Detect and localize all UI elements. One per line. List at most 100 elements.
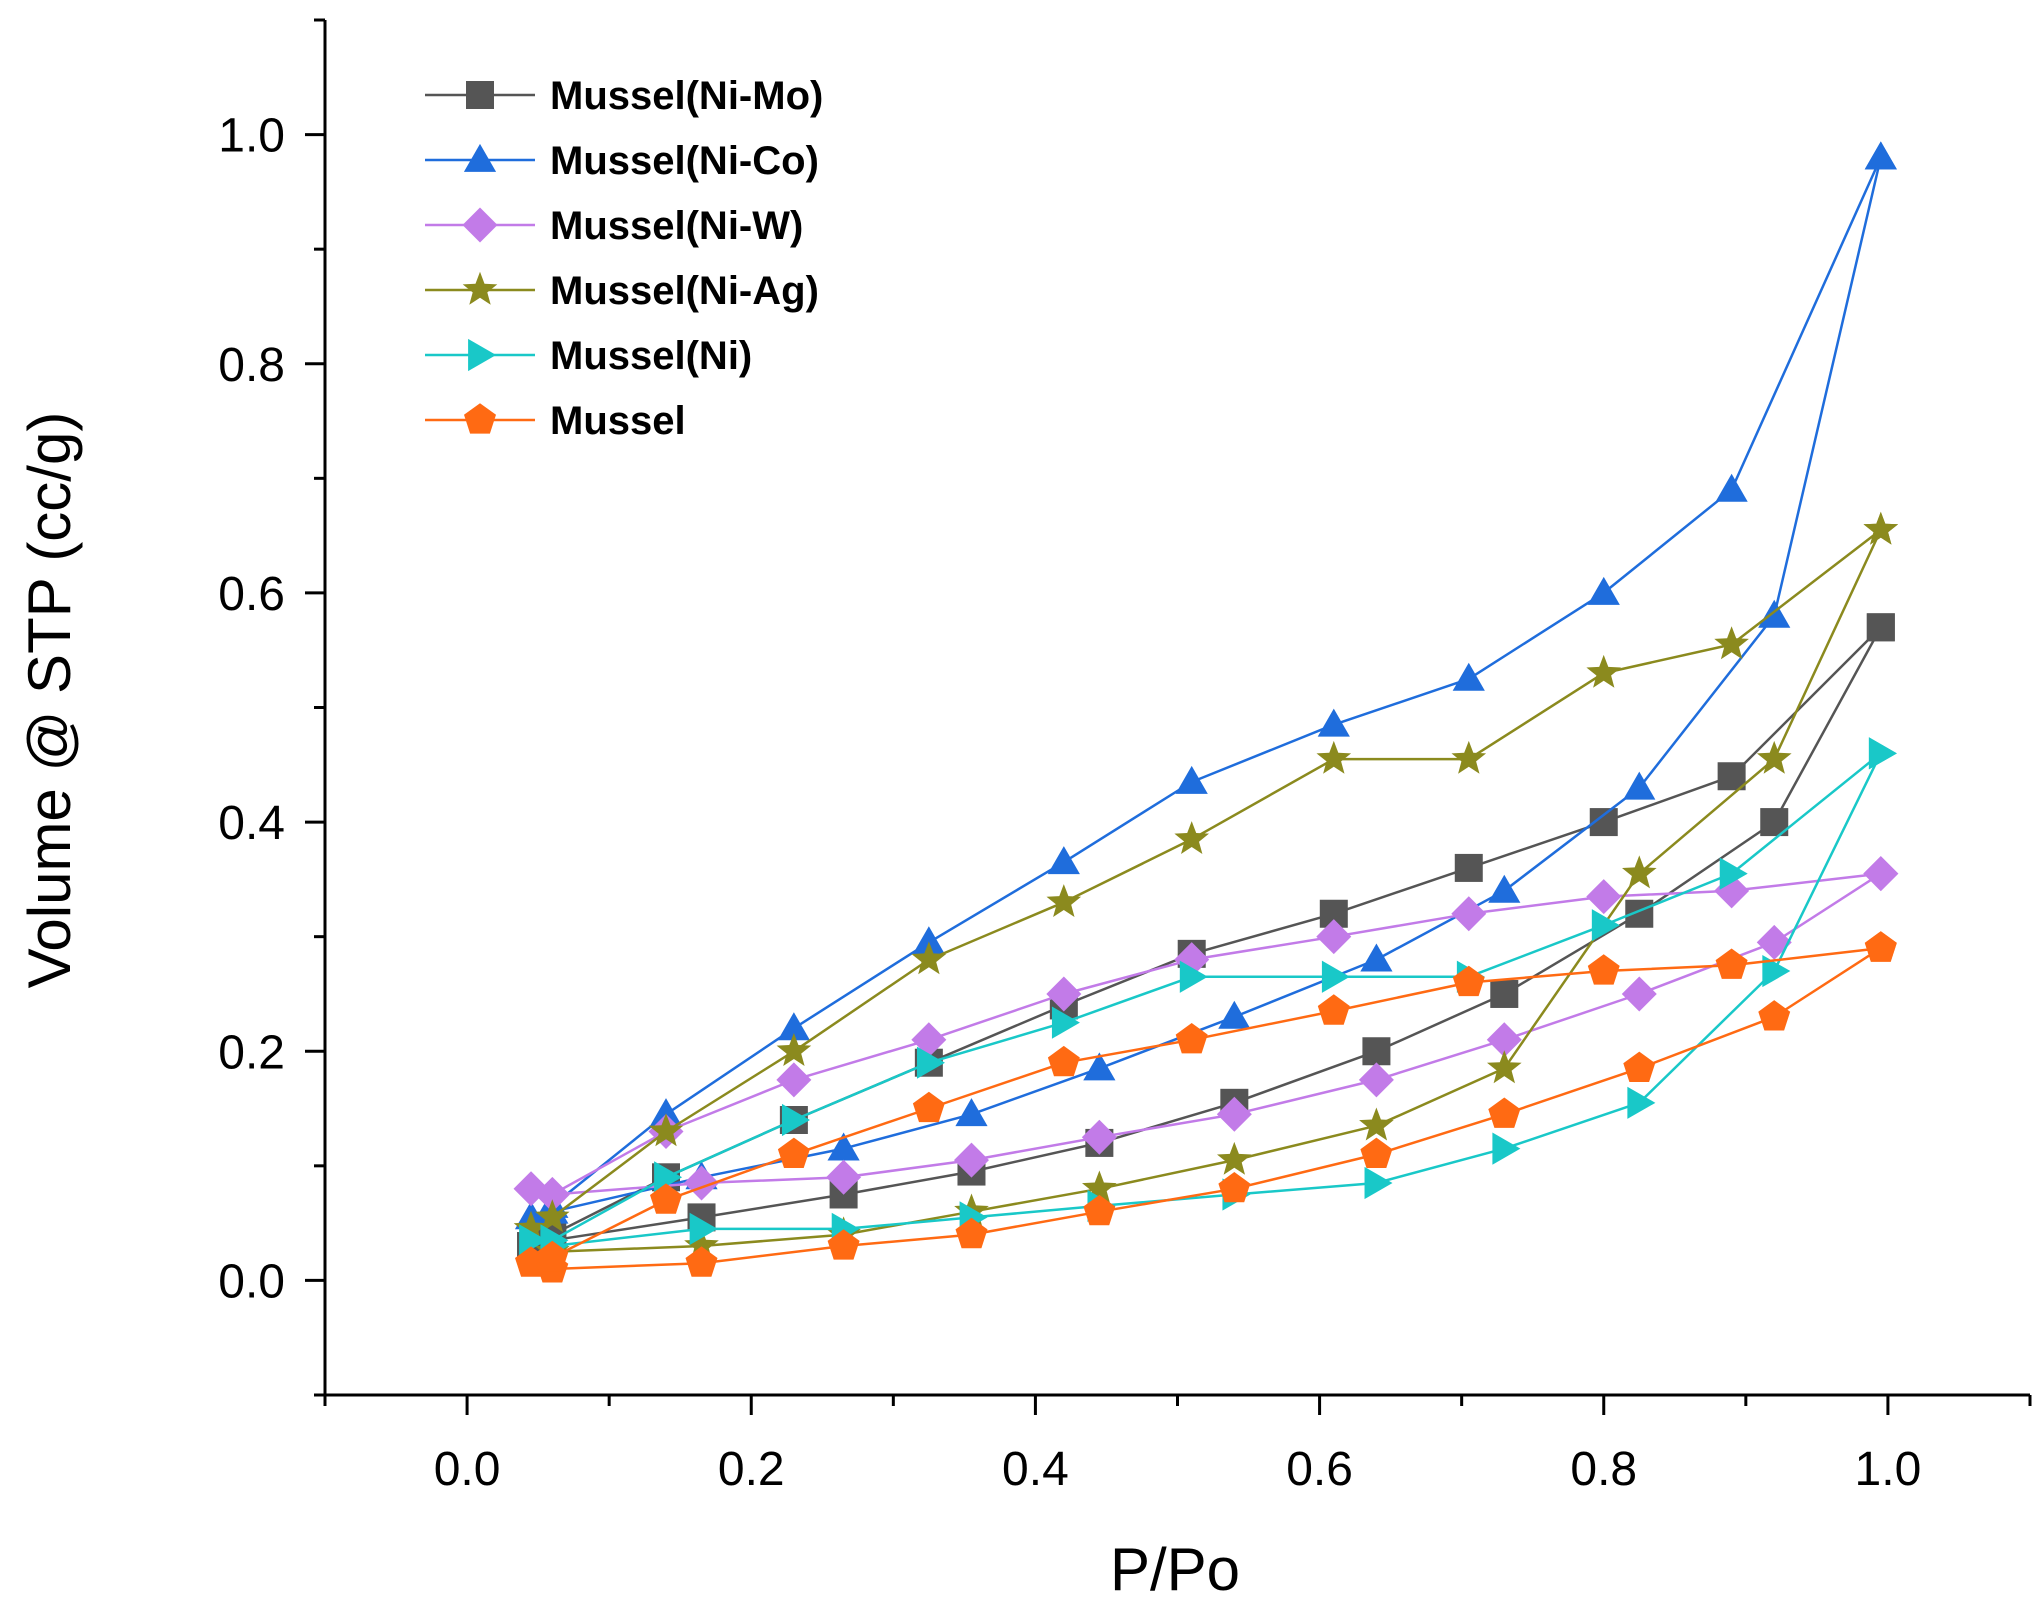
- legend-label: Mussel(Ni-Ag): [550, 269, 819, 313]
- mussel-ni-ag-desorption-point: [1451, 740, 1487, 774]
- mussel-ni-co-desorption-point: [777, 1012, 810, 1041]
- mussel-ni-desorption-point: [1868, 737, 1897, 770]
- mussel-ni-adsorption-point: [1364, 1166, 1393, 1200]
- x-tick-label: 0.6: [1286, 1443, 1353, 1496]
- mussel-ni-ag-adsorption-point: [1756, 740, 1792, 774]
- mussel-desorption-point: [1864, 931, 1897, 962]
- mussel-adsorption-point: [1488, 1097, 1521, 1128]
- mussel-desorption-point: [1047, 1045, 1080, 1077]
- x-tick-label: 0.0: [434, 1443, 501, 1496]
- mussel-ni-ag-desorption-point: [1174, 821, 1209, 854]
- mussel-ni-co-desorption-point: [1452, 662, 1485, 691]
- mussel-ni-desorption-point: [1719, 857, 1748, 890]
- y-tick-label: 0.6: [218, 568, 285, 621]
- mussel-adsorption-point: [1623, 1051, 1656, 1082]
- mussel-adsorption-point: [827, 1229, 860, 1260]
- mussel-ni-co-adsorption-point: [1218, 1000, 1251, 1029]
- mussel-ni-co-adsorption-point: [1758, 599, 1791, 628]
- mussel-adsorption-point: [1360, 1137, 1393, 1168]
- mussel-ni-co-desorption-point: [912, 926, 945, 955]
- mussel-ni-ag-desorption-point: [648, 1113, 684, 1147]
- mussel-ni-mo-desorption-point: [1717, 762, 1746, 791]
- mussel-ni-co-adsorption-point: [827, 1132, 860, 1161]
- y-axis-title: Volume @ STP (cc/g): [16, 412, 83, 989]
- mussel-ni-adsorption-point: [689, 1212, 718, 1245]
- mussel-ni-co-adsorption-point: [1083, 1052, 1116, 1081]
- mussel-ni-desorption-point: [781, 1103, 810, 1137]
- mussel-ni-ag-desorption-point: [535, 1199, 570, 1233]
- mussel-ni-ag-adsorption-point: [513, 1210, 549, 1244]
- mussel-ni-mo-desorption-point: [1866, 613, 1895, 642]
- mussel-desorption-point: [1317, 994, 1350, 1025]
- legend-marker: [468, 338, 497, 372]
- mussel-desorption-point: [777, 1137, 810, 1168]
- mussel-ni-desorption-point: [654, 1161, 683, 1194]
- mussel-ni-ag-desorption-point: [1714, 626, 1749, 660]
- mussel-ni-adsorption-point: [519, 1224, 548, 1257]
- mussel-ni-w-desorption-point: [1586, 879, 1622, 915]
- mussel-desorption-point: [1175, 1023, 1208, 1054]
- legend-label: Mussel: [550, 399, 686, 443]
- axes: 0.0 0.2 0.4 0.6 0.8 1.0 0.0 0.2 0.4 0.6 0.8 1.0: [218, 18, 2032, 1496]
- mussel-ni-adsorption-point: [1762, 954, 1791, 988]
- mussel-ni-desorption-point: [1591, 909, 1620, 942]
- x-tick-label: 0.8: [1570, 1443, 1637, 1496]
- legend-marker: [462, 207, 498, 243]
- mussel-ni-w-desorption-point: [534, 1176, 570, 1212]
- mussel-ni-adsorption-point: [1627, 1086, 1656, 1119]
- legend-item-mussel: Mussel: [425, 399, 686, 443]
- mussel-ni-ag-adsorption-point: [1217, 1141, 1252, 1175]
- legend-item-mussel-ni: Mussel(Ni): [425, 334, 752, 378]
- mussel-ni-w-desorption-point: [1863, 856, 1899, 892]
- mussel-desorption-point: [912, 1091, 945, 1123]
- mussel-ni-co-adsorption-point: [955, 1098, 988, 1127]
- mussel-desorption-point: [1452, 965, 1485, 997]
- y-tick-label: 0.2: [218, 1026, 285, 1079]
- legend-label: Mussel(Ni): [550, 334, 752, 378]
- mussel-ni-co-desorption-point: [1715, 473, 1748, 502]
- y-tick-label: 0.0: [218, 1255, 285, 1308]
- mussel-ni-ag-adsorption-line: [530, 529, 1882, 1254]
- mussel-ni-mo-desorption-point: [1454, 853, 1483, 882]
- mussel-desorption-point: [1715, 948, 1748, 979]
- mussel-ni-co-adsorption-line: [530, 157, 1883, 1219]
- mussel-adsorption-point: [1218, 1172, 1251, 1203]
- mussel-ni-desorption-point: [1321, 960, 1350, 993]
- mussel-adsorption-point: [685, 1246, 718, 1277]
- mussel-ni-w-adsorption-line: [530, 872, 1882, 1196]
- mussel-ni-desorption-point: [916, 1046, 945, 1079]
- mussel-ni-mo-adsorption-point: [1362, 1037, 1391, 1066]
- mussel-ni-desorption-point: [1051, 1006, 1080, 1039]
- y-tick-label: 1.0: [218, 110, 285, 163]
- legend-marker: [463, 143, 497, 172]
- mussel-ni-ag-desorption-point: [1586, 654, 1622, 688]
- mussel-ni-co-desorption-point: [1175, 765, 1208, 794]
- x-tick-label: 0.4: [1002, 1443, 1069, 1496]
- legend-marker: [462, 271, 498, 305]
- mussel-ni-w-desorption-point: [1451, 896, 1487, 932]
- mussel-desorption-point: [1587, 954, 1620, 985]
- mussel-ni-co-desorption-point: [1317, 708, 1350, 737]
- x-tick-label: 1.0: [1855, 1443, 1922, 1496]
- mussel-ni-co-adsorption-point: [1623, 771, 1656, 800]
- y-tick-label: 0.8: [218, 339, 285, 392]
- mussel-ni-w-desorption-point: [1046, 976, 1082, 1012]
- legend-marker: [466, 81, 494, 109]
- mussel-ni-co-desorption-point: [1587, 576, 1620, 605]
- legend-label: Mussel(Ni-Mo): [550, 74, 823, 118]
- legend-item-mussel-ni-w: Mussel(Ni-W): [425, 204, 803, 248]
- mussel-ni-ag-desorption-point: [776, 1033, 812, 1066]
- x-axis-title: P/Po: [1110, 1536, 1240, 1603]
- mussel-ni-desorption-point: [1179, 960, 1208, 993]
- legend-label: Mussel(Ni-W): [550, 204, 803, 248]
- mussel-desorption-point: [536, 1240, 569, 1272]
- mussel-ni-w-desorption-point: [1316, 919, 1352, 955]
- mussel-ni-ag-adsorption-point: [1487, 1050, 1522, 1084]
- mussel-ni-w-adsorption-point: [1216, 1096, 1252, 1132]
- series-mussel: [515, 931, 1897, 1283]
- mussel-ni-w-adsorption-point: [1486, 1022, 1522, 1058]
- mussel-adsorption-point: [1083, 1194, 1116, 1226]
- mussel-ni-ag-adsorption-point: [1622, 855, 1657, 889]
- mussel-adsorption-point: [1758, 1000, 1791, 1031]
